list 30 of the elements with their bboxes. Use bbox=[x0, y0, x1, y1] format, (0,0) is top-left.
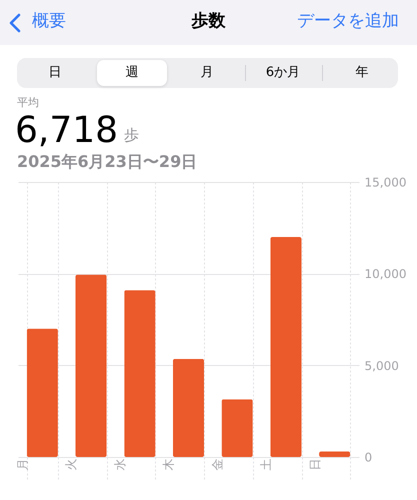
x-tick-label: 日 bbox=[308, 458, 322, 470]
bar bbox=[319, 452, 350, 457]
x-tick-label: 火 bbox=[64, 458, 78, 470]
bar bbox=[172, 358, 204, 457]
text: 概要 bbox=[32, 11, 66, 31]
text: 月 bbox=[200, 65, 214, 80]
bar bbox=[26, 328, 58, 457]
y-tick-label: 15,000 bbox=[364, 176, 406, 190]
bar bbox=[75, 274, 107, 457]
bar bbox=[270, 237, 302, 457]
bar bbox=[124, 290, 156, 457]
text: 平均 bbox=[17, 96, 39, 109]
text: 6,718 bbox=[15, 110, 118, 151]
text: 週 bbox=[124, 65, 140, 80]
x-tick-label: 金 bbox=[210, 458, 224, 470]
text: 年 bbox=[354, 65, 370, 80]
text: 日 bbox=[48, 65, 62, 80]
y-tick-label: 5,000 bbox=[364, 358, 399, 373]
chart-subtitle: 2025年6月23日〜29日 bbox=[17, 152, 198, 171]
bar bbox=[222, 399, 253, 457]
x-tick-label: 水 bbox=[112, 458, 127, 470]
chart-title: 歩数 bbox=[192, 11, 226, 31]
y-tick-label: 10,000 bbox=[364, 267, 406, 282]
text: データを追加 bbox=[297, 11, 399, 31]
x-tick-label: 木 bbox=[162, 458, 176, 470]
x-tick-label: 土 bbox=[259, 458, 274, 470]
text: 6か月 bbox=[264, 65, 302, 80]
text: 歩 bbox=[124, 126, 140, 144]
x-tick-label: 月 bbox=[16, 458, 30, 470]
y-tick-label: 0 bbox=[364, 450, 372, 464]
